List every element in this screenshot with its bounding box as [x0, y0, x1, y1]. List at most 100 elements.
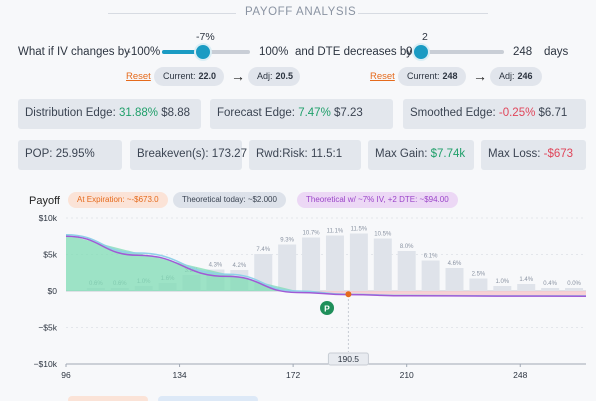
legend-chip-expiration: [68, 396, 148, 401]
distribution-bar: [373, 238, 392, 291]
loss-area: [296, 291, 586, 296]
distribution-bar: [469, 278, 488, 291]
forecast-edge-pct: 7.47%: [298, 107, 331, 119]
y-tick-label: $5k: [43, 250, 57, 260]
distribution-edge-amount: $8.88: [161, 107, 190, 119]
y-tick-label: $10k: [39, 213, 58, 223]
x-tick-label: 210: [400, 370, 414, 380]
dte-slider-value: 2: [422, 31, 428, 43]
distribution-edge-pct: 31.88%: [118, 107, 158, 119]
legend-at-expiration[interactable]: At Expiration: ~-$673.0: [68, 192, 168, 208]
distribution-bar: [541, 288, 560, 291]
distribution-bar-label: 4.6%: [448, 261, 462, 267]
dte-adj-value: 246: [517, 71, 533, 81]
rwd-risk-value: 11.5:1: [310, 148, 343, 160]
distribution-bar-label: 10.5%: [374, 232, 392, 238]
arrow-right-icon: →: [231, 68, 245, 84]
distribution-bar-label: 11.1%: [327, 229, 344, 235]
distribution-bar-label: 6.1%: [424, 254, 438, 260]
forecast-edge-amount: $7.23: [334, 107, 363, 119]
breakeven-card: Breakeven(s): 173.27: [130, 140, 247, 170]
rwd-risk-label: Rwd:Risk:: [256, 148, 308, 160]
max-gain-value: $7.74k: [430, 148, 466, 160]
distribution-bar-label: 10.7%: [303, 231, 321, 237]
iv-min-label: -100%: [127, 46, 161, 58]
breakeven-value: 173.27: [211, 148, 247, 160]
distribution-bar-label: 1.0%: [495, 279, 509, 285]
section-title: PAYOFF ANALYSIS: [245, 6, 357, 18]
distribution-bar: [302, 237, 321, 291]
x-tick-label: 96: [61, 370, 71, 380]
smoothed-edge-pct: -0.25%: [498, 107, 536, 119]
pop-card: POP: 25.95%: [18, 140, 122, 170]
header-divider-right: [358, 13, 488, 14]
iv-slider-value: -7%: [196, 31, 215, 43]
distribution-bar-label: 4.3%: [209, 263, 223, 269]
iv-adj-pill: Adj: 20.5: [248, 67, 300, 86]
distribution-edge-card: Distribution Edge: 31.88% $8.88: [18, 99, 201, 129]
distribution-bar-label: 4.2%: [232, 263, 246, 269]
distribution-edge-label: Distribution Edge:: [25, 107, 116, 119]
payoff-areas: [66, 234, 586, 296]
dte-unit-label: days: [544, 46, 569, 58]
dte-adj-pill: Adj: 246: [490, 67, 542, 86]
dte-current-label: Current:: [407, 71, 440, 81]
legend-theoretical-today[interactable]: Theoretical today: ~$2.000: [173, 192, 286, 208]
smoothed-edge-label: Smoothed Edge:: [410, 107, 496, 119]
legend-theoretical-adjusted[interactable]: Theoretical w/ ~7% IV, +2 DTE: ~$94.00: [297, 192, 458, 208]
iv-reset-link[interactable]: Reset: [126, 71, 151, 82]
distribution-bar-label: 7.4%: [256, 247, 270, 253]
distribution-bar: [565, 288, 584, 291]
distribution-bar: [349, 233, 368, 291]
distribution-bar-label: 0.4%: [543, 281, 557, 287]
iv-current-label: Current:: [163, 71, 196, 81]
pop-value: 25.95%: [55, 148, 95, 160]
distribution-bar: [421, 260, 440, 291]
distribution-bar: [493, 286, 512, 291]
profit-area: [66, 234, 321, 291]
current-price-label: 190.5: [338, 354, 360, 364]
x-tick-label: 172: [286, 370, 300, 380]
iv-adj-value: 20.5: [275, 71, 294, 81]
max-gain-card: Max Gain: $7.74k: [368, 140, 474, 170]
forecast-edge-label: Forecast Edge:: [217, 107, 295, 119]
dte-max-label: 248: [513, 46, 533, 58]
distribution-bar: [517, 284, 536, 291]
breakeven-label: Breakeven(s):: [137, 148, 209, 160]
header-divider-left: [108, 13, 236, 14]
position-marker-label: P: [324, 304, 330, 314]
payoff-chart: 0.6%0.6%1.0%1.6%3.2%4.3%4.2%7.4%9.3%10.7…: [34, 213, 587, 380]
iv-current-pill: Current: 22.0: [154, 67, 224, 86]
max-loss-label: Max Loss:: [488, 148, 541, 160]
distribution-bar: [445, 268, 464, 291]
distribution-bar: [397, 251, 416, 291]
dte-slider-thumb[interactable]: [413, 45, 428, 59]
max-loss-card: Max Loss: -$673: [481, 140, 586, 170]
distribution-bar-label: 2.5%: [472, 272, 486, 278]
payoff-title: Payoff: [29, 195, 60, 207]
legend-chip-today: [158, 396, 258, 401]
pop-label: POP:: [25, 148, 53, 160]
forecast-edge-card: Forecast Edge: 7.47% $7.23: [210, 99, 393, 129]
max-gain-label: Max Gain:: [375, 148, 428, 160]
position-marker-icon: [320, 301, 335, 315]
distribution-bar-label: 11.5%: [351, 227, 368, 233]
chart-markers: 190.5 P: [320, 291, 369, 366]
dte-min-label: 0: [406, 46, 413, 58]
y-tick-label: $0: [48, 286, 58, 296]
distribution-bar-label: 0.0%: [567, 281, 581, 287]
dte-slider-track[interactable]: [420, 50, 504, 54]
distribution-bar-label: 1.4%: [519, 277, 533, 283]
y-tick-label: −$10k: [34, 359, 58, 369]
x-tick-label: 134: [172, 370, 186, 380]
section-header: PAYOFF ANALYSIS: [0, 6, 596, 20]
distribution-bar-label: 9.3%: [280, 238, 294, 244]
rwd-risk-card: Rwd:Risk: 11.5:1: [249, 140, 361, 170]
y-tick-label: −$5k: [38, 323, 57, 333]
distribution-bar-label: 8.0%: [400, 244, 414, 250]
dte-reset-link[interactable]: Reset: [370, 71, 395, 82]
iv-slider-thumb[interactable]: [195, 45, 210, 59]
slider-row: What if IV changes by -100% 100% and DTE…: [0, 41, 596, 63]
distribution-bar: [325, 235, 344, 291]
